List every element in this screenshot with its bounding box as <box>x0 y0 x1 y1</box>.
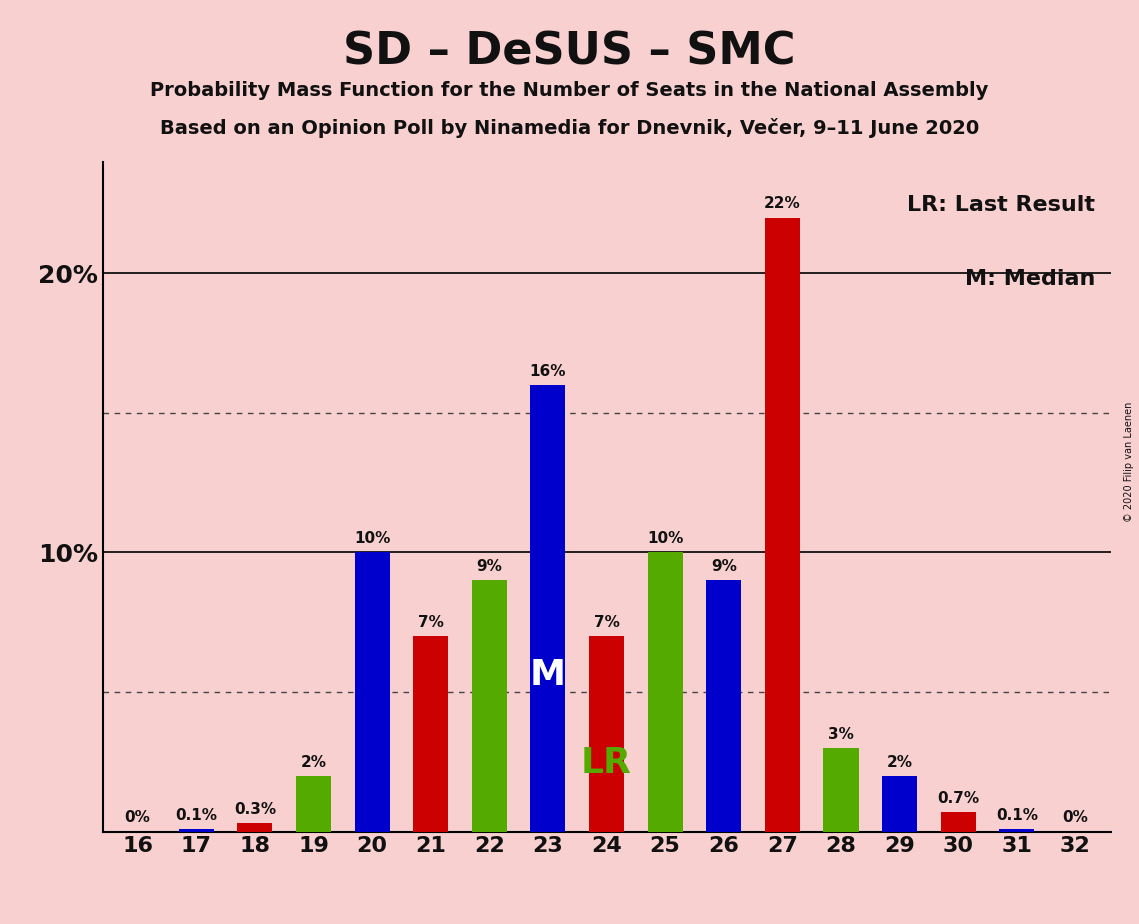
Text: SD – DeSUS – SMC: SD – DeSUS – SMC <box>343 30 796 74</box>
Text: © 2020 Filip van Laenen: © 2020 Filip van Laenen <box>1124 402 1133 522</box>
Bar <box>999 829 1034 832</box>
Bar <box>237 823 272 832</box>
Text: 9%: 9% <box>476 559 502 574</box>
Bar <box>823 748 859 832</box>
Text: 7%: 7% <box>593 615 620 630</box>
Bar <box>589 637 624 832</box>
Text: 0%: 0% <box>125 810 150 825</box>
Bar <box>354 553 390 832</box>
Text: LR: Last Result: LR: Last Result <box>908 195 1096 215</box>
Text: 0%: 0% <box>1063 810 1088 825</box>
Bar <box>179 829 214 832</box>
Text: 3%: 3% <box>828 726 854 742</box>
Text: 7%: 7% <box>418 615 443 630</box>
Bar <box>648 553 682 832</box>
Bar <box>706 580 741 832</box>
Text: 16%: 16% <box>530 364 566 379</box>
Bar <box>882 776 917 832</box>
Text: M: M <box>530 658 566 692</box>
Bar <box>941 812 976 832</box>
Text: 0.1%: 0.1% <box>175 808 218 822</box>
Bar <box>531 385 565 832</box>
Text: LR: LR <box>581 747 632 780</box>
Text: 9%: 9% <box>711 559 737 574</box>
Bar <box>296 776 331 832</box>
Bar <box>413 637 449 832</box>
Text: 2%: 2% <box>301 755 327 770</box>
Text: 22%: 22% <box>764 197 801 212</box>
Text: 2%: 2% <box>886 755 912 770</box>
Text: Based on an Opinion Poll by Ninamedia for Dnevnik, Večer, 9–11 June 2020: Based on an Opinion Poll by Ninamedia fo… <box>159 118 980 139</box>
Text: 0.7%: 0.7% <box>937 791 980 806</box>
Text: Probability Mass Function for the Number of Seats in the National Assembly: Probability Mass Function for the Number… <box>150 81 989 101</box>
Bar <box>472 580 507 832</box>
Text: 10%: 10% <box>647 531 683 546</box>
Text: M: Median: M: Median <box>965 269 1096 289</box>
Text: 0.3%: 0.3% <box>233 802 276 817</box>
Text: 0.1%: 0.1% <box>995 808 1038 822</box>
Bar <box>764 217 800 832</box>
Text: 10%: 10% <box>354 531 391 546</box>
